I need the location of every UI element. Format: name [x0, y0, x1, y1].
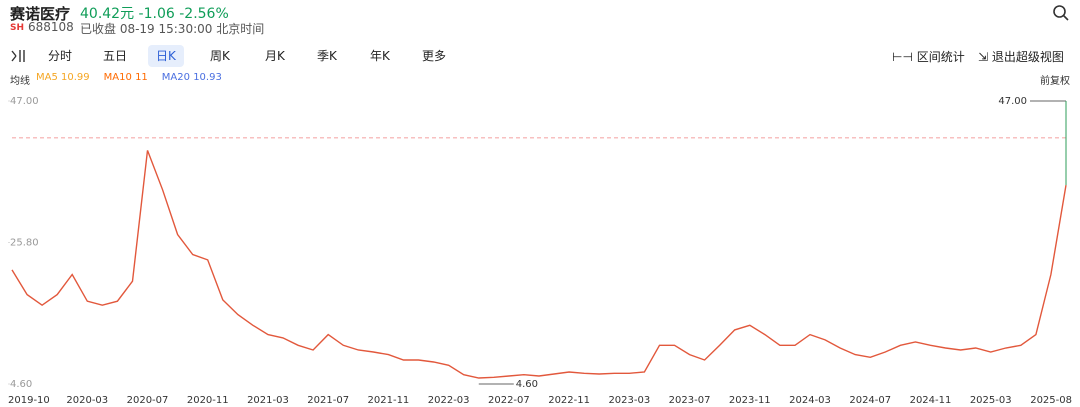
ma-name: MA20 [161, 72, 190, 83]
ma-item: MA5 10.99 [36, 72, 90, 83]
x-tick-label: 2022-07 [488, 395, 530, 406]
range-stats-label: 区间统计 [916, 50, 965, 64]
search-icon[interactable] [1052, 4, 1070, 22]
x-tick-label: 2022-11 [548, 395, 590, 406]
x-tick-label: 2024-07 [849, 395, 891, 406]
adjust-mode[interactable]: 前复权 [1040, 76, 1070, 87]
period-tab[interactable]: 分时 [48, 49, 73, 63]
ma-value: 11 [135, 72, 148, 83]
stock-name: 赛诺医疗 [10, 5, 71, 23]
market-status: 已收盘 08-19 15:30:00 北京时间 [80, 22, 265, 36]
x-tick-label: 2024-11 [910, 395, 952, 406]
ma-label: 均线 [10, 76, 30, 87]
x-tick-label: 2025-03 [970, 395, 1012, 406]
x-tick-label: 2023-03 [608, 395, 650, 406]
period-tab[interactable]: 更多 [422, 49, 447, 63]
exit-view[interactable]: ⇲ 退出超级视图 [978, 50, 1064, 64]
sidebar-toggle[interactable] [10, 48, 26, 64]
period-tab[interactable]: 周K [210, 49, 230, 63]
ma-item: MA20 10.93 [162, 72, 222, 83]
exchange-badge: SH [10, 23, 25, 33]
period-tab[interactable]: 月K [265, 49, 285, 63]
low-label: 4.60 [516, 379, 538, 390]
x-tick-label: 2023-11 [729, 395, 771, 406]
y-tick-label: 47.00 [10, 96, 39, 107]
x-tick-label: 2021-03 [247, 395, 289, 406]
period-tab[interactable]: 年K [370, 49, 390, 63]
change-pct: -2.56% [179, 6, 229, 22]
y-tick-label: 4.60 [10, 379, 32, 390]
x-tick-label: 2020-03 [66, 395, 108, 406]
x-tick-label: 2024-03 [789, 395, 831, 406]
ma-item: MA10 11 [104, 72, 148, 83]
x-tick-label: 2025-08 [1030, 395, 1072, 406]
period-tab[interactable]: 五日 [103, 49, 128, 63]
x-tick-label: 2019-10 [8, 395, 50, 406]
period-tab[interactable]: 季K [317, 49, 337, 63]
x-tick-label: 2020-11 [187, 395, 229, 406]
x-tick-label: 2021-07 [307, 395, 349, 406]
x-tick-label: 2023-07 [669, 395, 711, 406]
x-tick-label: 2020-07 [127, 395, 169, 406]
exit-view-label: 退出超级视图 [991, 50, 1064, 64]
high-label: 47.00 [998, 96, 1027, 107]
price: 40.42元 [80, 6, 135, 22]
range-stats[interactable]: ⊢⊣ 区间统计 [892, 50, 965, 64]
ma-value: 10.93 [193, 72, 222, 83]
quote: 40.42元 -1.06 -2.56% [80, 3, 229, 23]
stock-code: 688108 [28, 20, 74, 34]
x-tick-label: 2021-11 [368, 395, 410, 406]
ma-legend: MA5 10.99 MA10 11 MA20 10.93 [36, 72, 236, 83]
change: -1.06 [138, 6, 175, 22]
ma-name: MA5 [36, 72, 58, 83]
ma-name: MA10 [103, 72, 132, 83]
y-tick-label: 25.80 [10, 238, 39, 249]
period-tab[interactable]: 日K [148, 45, 184, 67]
ma-value: 10.99 [61, 72, 90, 83]
x-tick-label: 2022-03 [428, 395, 470, 406]
price-line [11, 150, 1067, 379]
